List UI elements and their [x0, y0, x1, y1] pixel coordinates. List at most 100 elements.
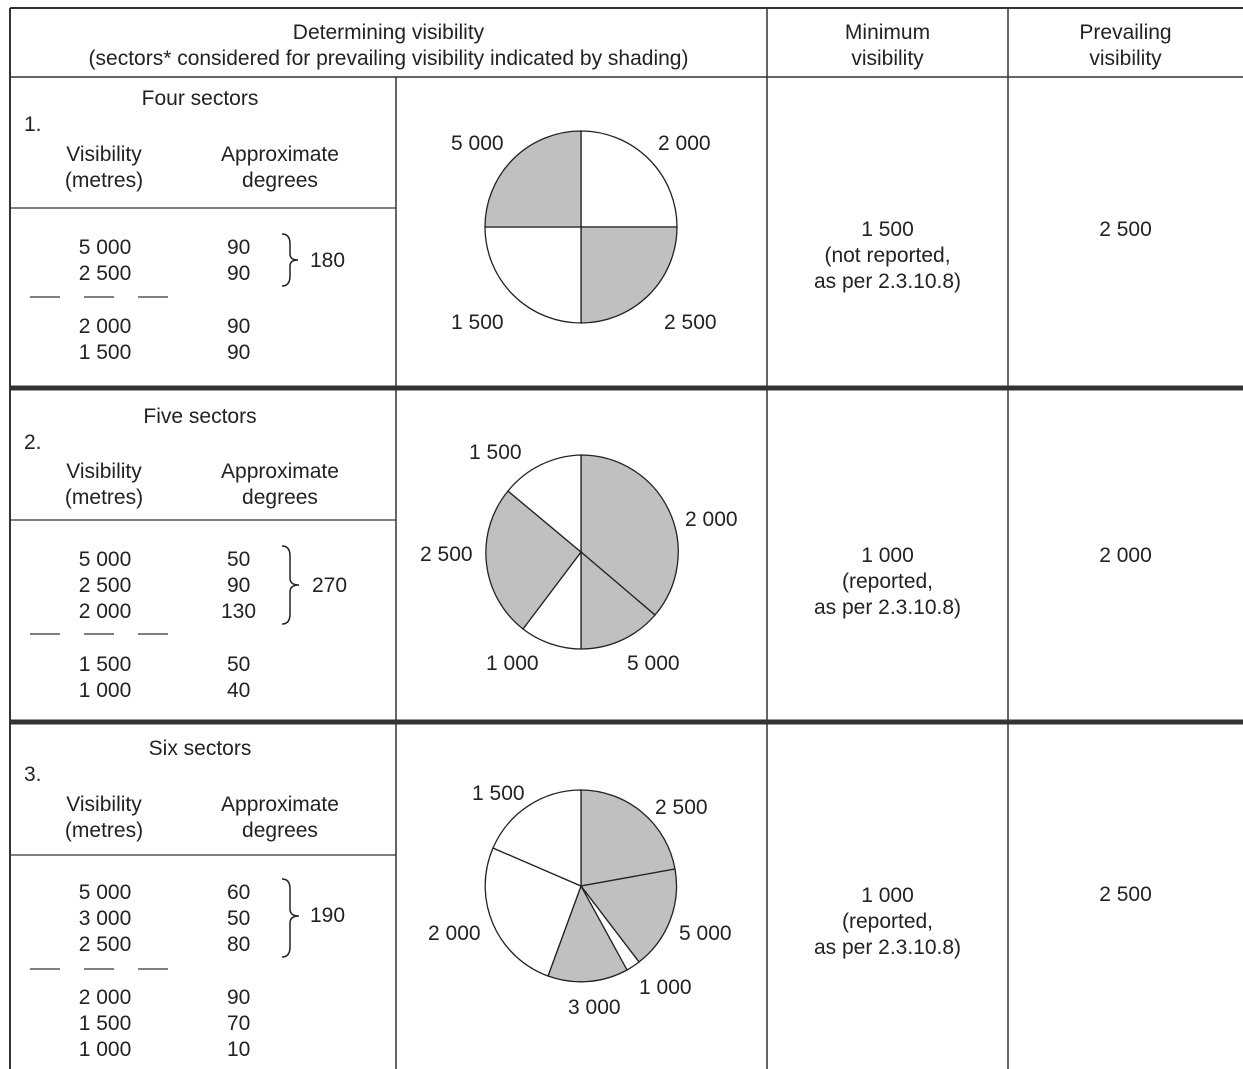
header-minimum-line1: Minimum [844, 21, 931, 44]
table-cell-degrees: 90 [227, 262, 251, 285]
section-3-minimum: 1 000 (reported, as per 2.3.10.8) [767, 883, 1008, 961]
section-1-visibility-header: Visibility (metres) [44, 142, 164, 194]
pie-sector [492, 789, 582, 887]
table-cell-visibility: 5 000 [78, 881, 132, 904]
pie-label: 2 500 [420, 543, 473, 566]
table-cell-degrees: 90 [227, 574, 251, 597]
pie-label: 2 000 [685, 508, 738, 531]
visibility-header-line2: (metres) [64, 486, 144, 509]
header-determining: Determining visibility (sectors* conside… [10, 20, 767, 72]
section-3-prevailing: 2 500 [1099, 883, 1152, 906]
pie-label: 1 500 [451, 311, 504, 334]
section-3-shaded-total: 190 [310, 904, 346, 927]
section-2-number: 2. [24, 431, 42, 454]
table-cell-visibility: 1 000 [78, 679, 132, 702]
table-cell-visibility: 2 000 [78, 986, 132, 1009]
table-cell-degrees: 130 [221, 600, 257, 623]
table-cell-visibility: 5 000 [78, 236, 132, 259]
section-1-shaded-total: 180 [310, 249, 346, 272]
section-1-title: Four sectors [141, 87, 259, 110]
pie-label: 2 000 [428, 922, 481, 945]
table-cell-degrees: 90 [227, 315, 251, 338]
section-2-brace [281, 545, 300, 625]
visibility-header-line2: (metres) [64, 819, 144, 842]
table-cell-visibility: 2 500 [78, 574, 132, 597]
pie-label: 1 000 [486, 652, 539, 675]
section-1-number: 1. [24, 113, 42, 136]
table-cell-degrees: 40 [227, 679, 251, 702]
section-3-visibility-header: Visibility (metres) [44, 792, 164, 844]
pie-label: 1 000 [639, 976, 692, 999]
minimum-note-line1: (not reported, [824, 244, 951, 267]
pie-label: 1 500 [469, 441, 522, 464]
table-cell-degrees: 70 [227, 1012, 251, 1035]
degrees-header-line2: degrees [242, 819, 318, 842]
pie-label: 2 000 [658, 132, 711, 155]
table-cell-degrees: 80 [227, 933, 251, 956]
table-cell-degrees: 50 [227, 548, 251, 571]
degrees-header-line2: degrees [242, 169, 318, 192]
minimum-note-line2: as per 2.3.10.8) [813, 596, 962, 619]
section-3-brace [281, 878, 300, 958]
table-cell-visibility: 5 000 [78, 548, 132, 571]
pie-sector-shaded [485, 490, 582, 630]
table-cell-visibility: 2 500 [78, 933, 132, 956]
table-cell-visibility: 2 500 [78, 262, 132, 285]
pie-label: 2 500 [664, 311, 717, 334]
pie-label: 5 000 [627, 652, 680, 675]
section-1-minimum: 1 500 (not reported, as per 2.3.10.8) [767, 217, 1008, 295]
section-1-brace [281, 233, 299, 287]
section-1-prevailing: 2 500 [1099, 218, 1152, 241]
pie-sector [507, 454, 582, 554]
pie-label: 5 000 [679, 922, 732, 945]
table-cell-visibility: 2 000 [78, 315, 132, 338]
table-cell-degrees: 90 [227, 986, 251, 1009]
table-cell-visibility: 1 500 [78, 653, 132, 676]
minimum-note-line2: as per 2.3.10.8) [813, 936, 962, 959]
pie-label: 3 000 [568, 996, 621, 1019]
section-1-degrees-header: Approximate degrees [200, 142, 360, 194]
section-2-pie-chart: 1 500 2 000 2 500 1 000 5 000 [420, 441, 738, 675]
section-1-pie-chart: 5 000 2 000 1 500 2 500 [451, 130, 717, 334]
section-3-number: 3. [24, 763, 42, 786]
pie-sector-shaded [579, 868, 678, 963]
header-minimum-line2: visibility [851, 47, 924, 70]
table-cell-degrees: 60 [227, 881, 251, 904]
minimum-value: 1 000 [861, 884, 914, 907]
pie-sector-shaded [547, 884, 628, 983]
section-3-title: Six sectors [148, 737, 252, 760]
section-2-minimum: 1 000 (reported, as per 2.3.10.8) [767, 543, 1008, 621]
pie-label: 5 000 [451, 132, 504, 155]
table-cell-degrees: 50 [227, 907, 251, 930]
pie-sector [484, 226, 582, 324]
minimum-note-line2: as per 2.3.10.8) [813, 270, 962, 293]
pie-label: 1 500 [472, 782, 525, 805]
pie-sector-shaded [580, 789, 676, 887]
degrees-header-line2: degrees [242, 486, 318, 509]
header-determining-line1: Determining visibility [292, 21, 485, 44]
table-cell-visibility: 3 000 [78, 907, 132, 930]
table-cell-degrees: 90 [227, 341, 251, 364]
pie-label: 2 500 [655, 796, 708, 819]
degrees-header-line1: Approximate [221, 793, 339, 816]
table-cell-degrees: 90 [227, 236, 251, 259]
visibility-header-line1: Visibility [66, 143, 142, 166]
pie-sector-shaded [484, 130, 582, 228]
header-prevailing: Prevailing visibility [1008, 20, 1243, 72]
visibility-header-line1: Visibility [66, 793, 142, 816]
table-cell-visibility: 1 000 [78, 1038, 132, 1061]
table-cell-visibility: 1 500 [78, 341, 132, 364]
minimum-note-line1: (reported, [841, 910, 934, 933]
minimum-note-line1: (reported, [841, 570, 934, 593]
degrees-header-line1: Approximate [221, 460, 339, 483]
table-cell-visibility: 1 500 [78, 1012, 132, 1035]
section-2-shaded-total: 270 [312, 574, 348, 597]
pie-sector-shaded [580, 226, 678, 324]
header-determining-line2: (sectors* considered for prevailing visi… [88, 47, 689, 70]
minimum-value: 1 000 [861, 544, 914, 567]
pie-sector [484, 847, 582, 977]
visibility-header-line2: (metres) [64, 169, 144, 192]
section-2-visibility-header: Visibility (metres) [44, 459, 164, 511]
